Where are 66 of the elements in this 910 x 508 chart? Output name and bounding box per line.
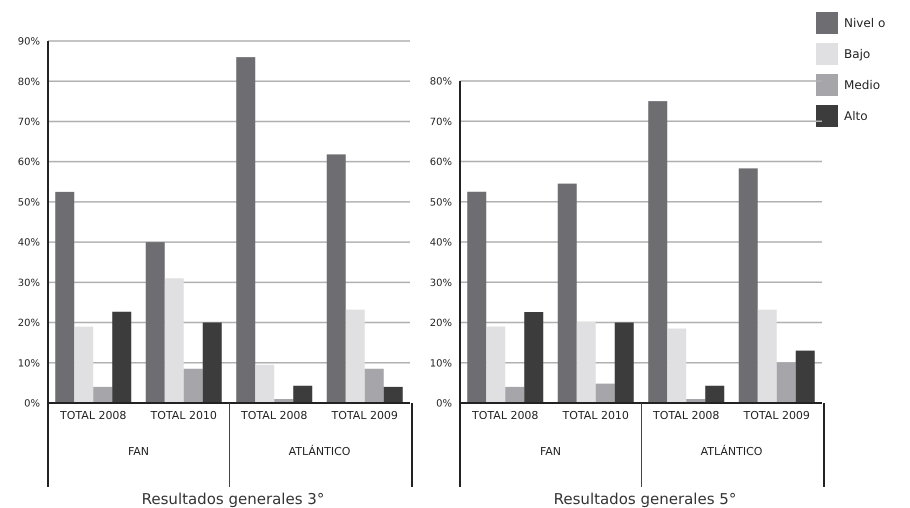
- y-tick-label: 0%: [24, 398, 40, 410]
- y-tick-label: 80%: [18, 76, 40, 88]
- text: FAN: [538, 445, 562, 458]
- y-tick-label: 40%: [18, 238, 40, 249]
- y-tick-label: 50%: [430, 197, 452, 208]
- bar: [796, 350, 815, 403]
- x-tick-label: TOTAL 2008: [59, 408, 126, 422]
- y-tick-label: 10%: [18, 358, 40, 370]
- bar: [346, 310, 365, 403]
- text: FAN: [126, 445, 150, 458]
- bar: [524, 312, 544, 403]
- y-tick-label: 80%: [430, 76, 452, 88]
- y-tick-label: 0%: [436, 398, 452, 410]
- bar: [596, 384, 615, 403]
- bar: [93, 386, 112, 403]
- y-tick-label: 30%: [18, 278, 40, 289]
- text: ATLÁNTICO: [700, 445, 764, 458]
- x-tick-label: TOTAL 2009: [742, 408, 810, 422]
- bar: [384, 386, 403, 403]
- text: Resultados generales 3°: [140, 490, 326, 508]
- y-tick-label: 90%: [18, 36, 40, 48]
- bar: [146, 242, 165, 403]
- legend-label: Medio: [844, 78, 880, 92]
- bar: [558, 184, 577, 403]
- bar: [164, 278, 184, 403]
- bar: [576, 322, 596, 403]
- bar: [738, 168, 758, 403]
- y-tick-label: 70%: [430, 116, 452, 128]
- x-tick-label: TOTAL 2008: [471, 408, 538, 422]
- legend-label: Nivel o: [844, 16, 886, 30]
- bar: [326, 154, 346, 403]
- bar: [614, 322, 634, 403]
- y-tick-label: 10%: [430, 358, 452, 370]
- bar: [705, 386, 724, 403]
- x-tick-label: TOTAL 2008: [240, 408, 308, 422]
- bar: [112, 312, 132, 403]
- x-tick-label: TOTAL 2009: [330, 408, 398, 422]
- x-tick-label: TOTAL 2010: [150, 408, 217, 422]
- y-tick-label: 60%: [18, 157, 40, 168]
- y-tick-label: 60%: [430, 157, 452, 168]
- y-tick-label: 20%: [18, 318, 40, 330]
- bar: [505, 386, 524, 403]
- bar: [758, 310, 777, 403]
- bar: [184, 368, 203, 403]
- bar: [74, 326, 94, 403]
- bar: [55, 192, 74, 403]
- bar: [486, 326, 506, 403]
- bar: [467, 192, 486, 403]
- bar: [667, 328, 686, 403]
- x-tick-label: TOTAL 2010: [562, 408, 629, 422]
- y-tick-label: 20%: [430, 318, 452, 330]
- y-tick-label: 50%: [18, 197, 40, 208]
- bar: [236, 57, 256, 403]
- bar: [255, 364, 274, 403]
- bar: [364, 368, 384, 403]
- bar: [202, 322, 222, 403]
- text: ATLÁNTICO: [288, 445, 352, 458]
- y-tick-label: 70%: [18, 116, 40, 128]
- text: Resultados generales 5°: [552, 490, 738, 508]
- y-tick-label: 30%: [430, 278, 452, 289]
- bar: [648, 101, 668, 403]
- x-tick-label: TOTAL 2008: [652, 408, 720, 422]
- y-tick-label: 40%: [430, 238, 452, 249]
- legend-label: Bajo: [844, 46, 870, 60]
- bar: [293, 386, 312, 403]
- legend-label: Alto: [844, 108, 868, 122]
